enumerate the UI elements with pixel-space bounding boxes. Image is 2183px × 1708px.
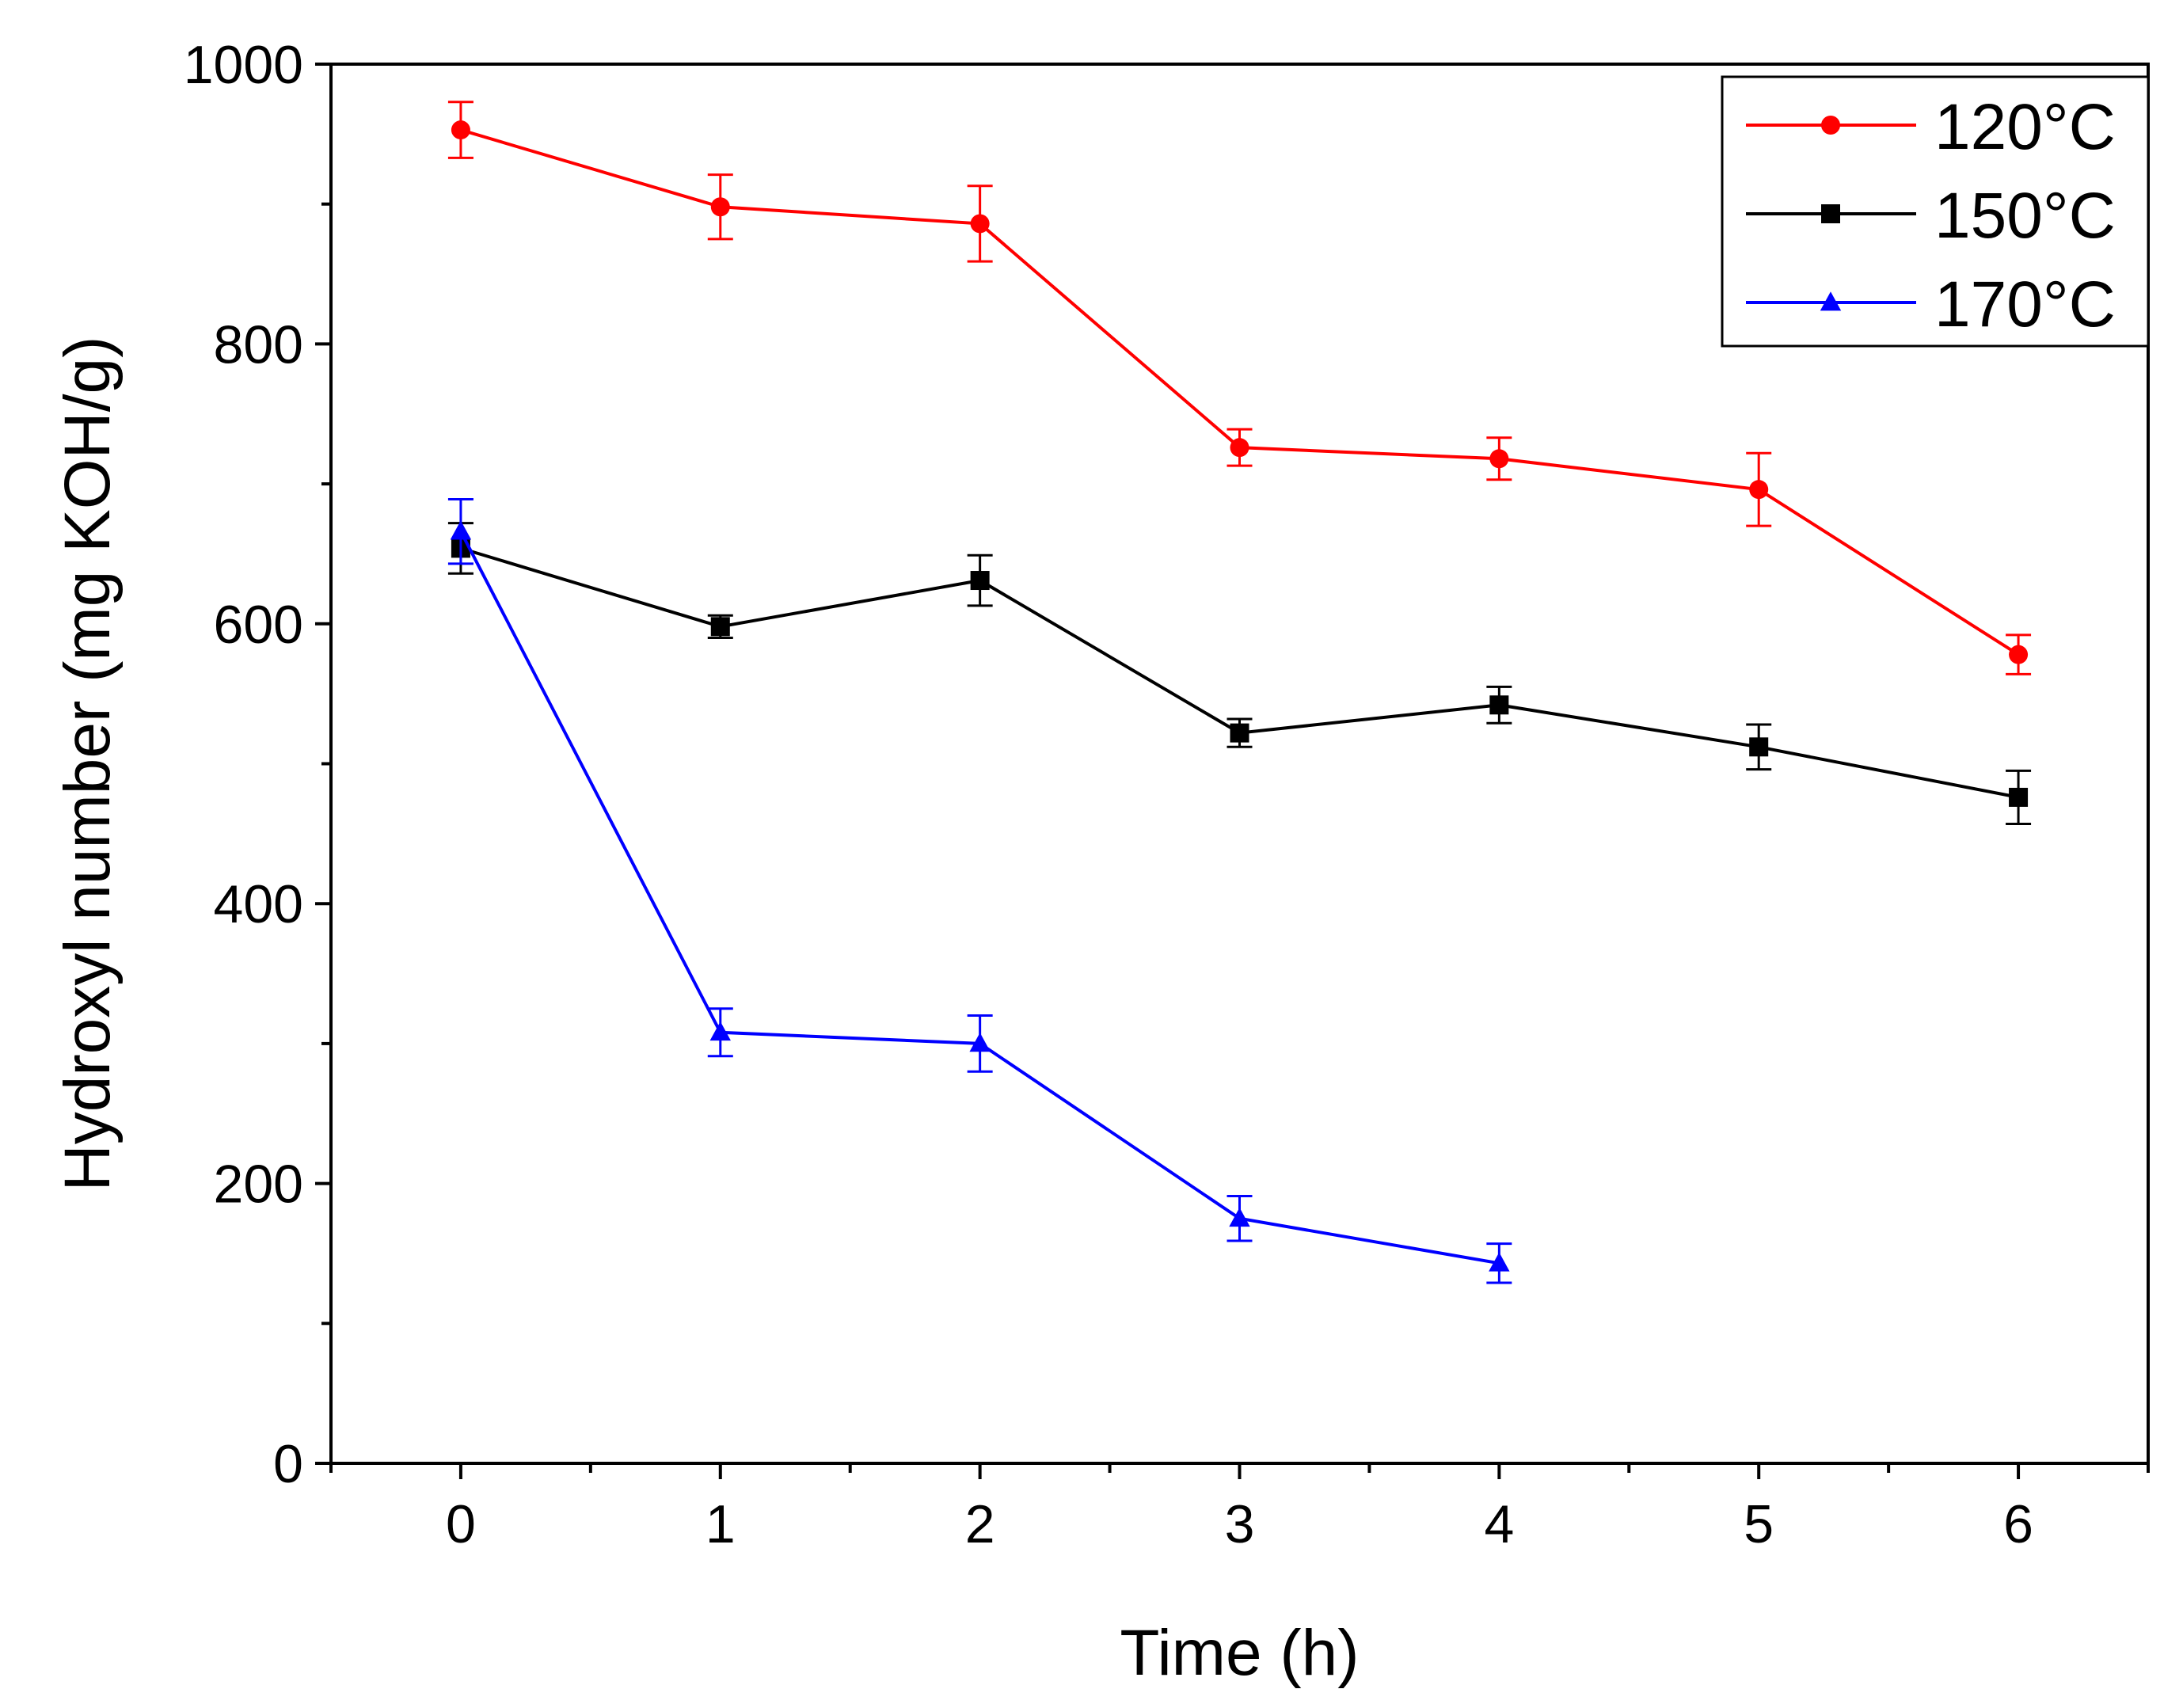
data-point xyxy=(2009,787,2029,807)
data-point xyxy=(710,617,730,637)
data-point xyxy=(450,520,472,540)
y-tick-label: 0 xyxy=(273,1434,303,1494)
series-120c xyxy=(447,101,2032,675)
plot-series xyxy=(447,101,2032,1284)
x-axis-title: Time (h) xyxy=(1120,1617,1359,1689)
x-tick-label: 5 xyxy=(1744,1494,1774,1554)
data-point xyxy=(970,571,990,591)
series-170c xyxy=(447,498,1512,1284)
series-line xyxy=(460,546,2019,799)
x-tick-label: 1 xyxy=(705,1494,736,1554)
data-point xyxy=(1749,480,1769,500)
x-tick-label: 0 xyxy=(446,1494,476,1554)
data-point xyxy=(1489,695,1509,715)
series-150c xyxy=(447,522,2032,825)
data-point xyxy=(1230,723,1249,743)
series-line xyxy=(459,531,1500,1265)
x-tick-label: 4 xyxy=(1484,1494,1514,1554)
x-tick-label: 3 xyxy=(1225,1494,1255,1554)
y-axis-title: Hydroxyl number (mg KOH/g) xyxy=(51,337,124,1192)
data-point xyxy=(969,1033,991,1052)
data-point xyxy=(1489,1252,1510,1272)
data-point xyxy=(1489,449,1509,469)
x-tick-label: 6 xyxy=(2003,1494,2033,1554)
y-tick-label: 600 xyxy=(214,595,303,655)
data-point xyxy=(970,214,990,234)
legend-label: 150°C xyxy=(1934,180,2116,252)
y-tick-label: 400 xyxy=(214,874,303,934)
y-tick-label: 1000 xyxy=(184,35,303,95)
legend-marker xyxy=(1821,116,1840,135)
data-point xyxy=(1229,1207,1250,1227)
data-point xyxy=(1230,438,1249,458)
legend-marker xyxy=(1820,291,1842,311)
data-point xyxy=(710,197,730,217)
axes: 0 200 400 600 800 1000 0 1 2 3 4 5 6 xyxy=(184,35,2150,1554)
data-point xyxy=(709,1021,731,1041)
y-tick-label: 200 xyxy=(214,1155,303,1215)
legend-label: 120°C xyxy=(1934,91,2116,163)
legend-label: 170°C xyxy=(1934,268,2116,340)
y-tick-label: 800 xyxy=(214,314,303,375)
legend: 120°C 150°C 170°C xyxy=(1721,75,2150,348)
data-point xyxy=(1749,737,1769,757)
data-point xyxy=(2009,645,2029,664)
x-tick-label: 2 xyxy=(965,1494,995,1554)
legend-marker xyxy=(1821,204,1840,223)
data-point xyxy=(451,120,470,140)
